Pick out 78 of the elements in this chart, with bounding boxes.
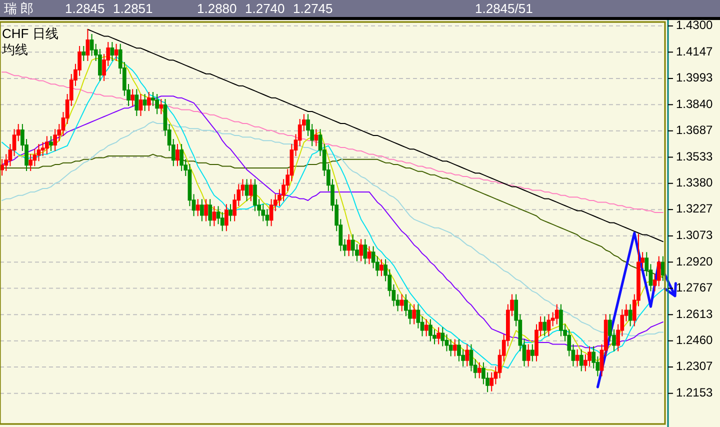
candlestick <box>142 94 147 112</box>
candlestick <box>477 362 482 379</box>
text: 1.2745 <box>293 1 333 16</box>
y-tick-label: 1.2460 <box>676 333 714 347</box>
y-tick-label: 1.4300 <box>676 18 714 32</box>
candlestick <box>424 318 428 337</box>
candlestick <box>314 128 318 147</box>
candlestick <box>546 314 551 337</box>
candlestick <box>363 238 368 265</box>
candlestick <box>114 43 118 62</box>
candlestick <box>204 198 208 222</box>
candlestick <box>200 198 204 222</box>
candlestick <box>400 294 404 312</box>
candlestick <box>248 178 253 202</box>
y-tick-label: 1.2307 <box>676 359 714 374</box>
candlestick <box>146 91 151 112</box>
candlestick <box>526 344 530 367</box>
candlestick <box>155 94 159 115</box>
candlestick <box>176 144 180 167</box>
y-tick-label: 1.3073 <box>676 228 714 242</box>
candlestick <box>579 348 584 372</box>
candlestick <box>428 318 432 342</box>
candlestick <box>530 344 534 362</box>
candlestick <box>196 198 200 217</box>
chart-title: 瑞 郎 <box>4 1 34 16</box>
candlestick <box>575 348 580 367</box>
candlestick <box>224 204 228 232</box>
y-tick-label: 1.2767 <box>676 280 714 294</box>
text: 1.2845 <box>65 1 105 16</box>
candlestick <box>436 326 440 345</box>
candlestick <box>656 256 661 287</box>
candlestick <box>465 344 470 367</box>
y-tick-label: 1.4147 <box>676 44 714 58</box>
candlestick <box>49 136 53 152</box>
text: 1.2845/51 <box>475 1 533 16</box>
candlestick <box>212 206 216 227</box>
candlestick <box>346 234 351 257</box>
y-tick-label: 1.3380 <box>676 176 714 190</box>
y-tick-label: 1.3840 <box>676 96 714 111</box>
y-tick-label: 1.2920 <box>676 254 714 268</box>
y-tick-label: 1.2613 <box>676 306 714 321</box>
candlestick <box>82 45 86 62</box>
candlestick <box>228 204 232 222</box>
text: 1.2880 <box>197 1 237 16</box>
candlestick <box>44 136 49 155</box>
candlestick <box>159 98 164 115</box>
candlestick <box>36 144 41 162</box>
candlestick <box>628 304 632 327</box>
line-series <box>87 28 664 242</box>
candlestick <box>244 178 249 202</box>
candlestick <box>138 94 143 116</box>
candlestick <box>130 88 135 107</box>
candlestick <box>542 316 547 337</box>
candlestick <box>180 144 184 172</box>
y-tick-label: 1.3533 <box>676 149 714 164</box>
y-tick-label: 1.2153 <box>676 386 714 400</box>
y-tick-label: 1.3687 <box>676 123 714 138</box>
candlestick <box>661 256 665 282</box>
candlestick <box>359 238 363 262</box>
y-tick-label: 1.3993 <box>676 70 714 85</box>
candlestick <box>350 234 355 257</box>
candlestick <box>86 28 90 62</box>
text: 1.2851 <box>113 1 153 16</box>
candlestick <box>448 338 453 357</box>
y-tick-label: 1.3227 <box>676 202 714 216</box>
candlestick <box>412 304 416 325</box>
candlestick <box>110 42 114 62</box>
candlestick <box>208 198 212 227</box>
line-series <box>2 154 664 278</box>
candlestick <box>554 304 559 325</box>
candlestick <box>134 88 139 116</box>
candlestick <box>253 178 257 212</box>
candlestick <box>367 246 372 265</box>
candlestick <box>380 258 384 277</box>
annotation: 均线 <box>1 42 28 57</box>
candlestick <box>452 338 457 357</box>
annotation: CHF 日线 <box>2 26 58 41</box>
text: 1.2740 <box>245 1 285 16</box>
